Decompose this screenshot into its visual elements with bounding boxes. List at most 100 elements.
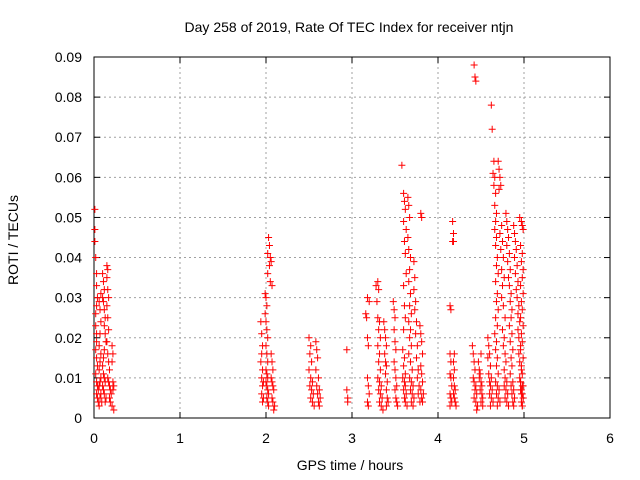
data-point [410, 286, 418, 294]
data-point [494, 370, 502, 378]
data-point [268, 282, 276, 290]
data-point [382, 362, 390, 370]
data-point [501, 314, 509, 322]
data-point [515, 302, 523, 310]
y-tick-labels: 0 0.01 0.02 0.03 0.04 0.05 0.06 0.07 0.08 0.09 [55, 49, 82, 426]
data-point [314, 354, 322, 362]
y-tick-label: 0.04 [55, 250, 82, 266]
data-point [449, 238, 457, 246]
data-point [406, 266, 414, 274]
data-point [264, 334, 272, 342]
data-point [518, 370, 526, 378]
data-point [105, 366, 113, 374]
data-point [393, 382, 401, 390]
data-point [105, 294, 113, 302]
data-point [107, 390, 115, 398]
x-tick-label: 1 [176, 430, 184, 446]
data-point [498, 266, 506, 274]
data-point [491, 201, 499, 209]
data-point [495, 165, 503, 173]
data-point [492, 189, 500, 197]
data-point [406, 358, 414, 366]
data-point [479, 394, 487, 402]
data-point [267, 350, 275, 358]
data-point [495, 185, 503, 193]
data-point [446, 302, 454, 310]
data-point [103, 302, 111, 310]
data-point [410, 394, 418, 402]
data-point [313, 382, 321, 390]
data-point [391, 366, 399, 374]
data-point [97, 290, 105, 298]
data-point [506, 298, 514, 306]
data-point [409, 402, 417, 410]
data-point [510, 386, 518, 394]
data-point [513, 294, 521, 302]
data-point [262, 342, 270, 350]
data-point [496, 229, 504, 237]
data-point [412, 298, 420, 306]
data-point [415, 382, 423, 390]
data-point [472, 77, 480, 85]
data-point [400, 362, 408, 370]
data-point [449, 217, 457, 225]
data-point [417, 362, 425, 370]
data-point [413, 342, 421, 350]
data-point [492, 278, 500, 286]
data-point [103, 274, 111, 282]
data-point [381, 326, 389, 334]
data-point [95, 366, 103, 374]
data-point [512, 286, 520, 294]
data-point [516, 213, 524, 221]
data-point [492, 262, 500, 270]
data-point [487, 374, 495, 382]
data-point [501, 350, 509, 358]
data-point [269, 366, 277, 374]
data-point [365, 298, 373, 306]
data-point [380, 318, 388, 326]
x-tick-label: 6 [606, 430, 614, 446]
data-point [406, 213, 414, 221]
data-point [502, 386, 510, 394]
data-point [372, 282, 380, 290]
data-point [486, 378, 494, 386]
data-point [469, 350, 477, 358]
data-point [258, 330, 266, 338]
data-point [518, 390, 526, 398]
data-point [417, 209, 425, 217]
data-point [503, 398, 511, 406]
data-point [265, 390, 273, 398]
data-point [263, 302, 271, 310]
data-point [484, 354, 492, 362]
data-point [391, 314, 399, 322]
data-point [268, 358, 276, 366]
data-point [516, 358, 524, 366]
data-point [365, 390, 373, 398]
data-point [269, 398, 277, 406]
data-point [471, 73, 479, 81]
y-tick-label: 0.07 [55, 129, 82, 145]
data-point [413, 374, 421, 382]
data-point [381, 350, 389, 358]
data-point [476, 386, 484, 394]
data-point [517, 330, 525, 338]
data-point [494, 157, 502, 165]
data-point [392, 394, 400, 402]
data-point [93, 338, 101, 346]
data-point [305, 366, 313, 374]
data-point [517, 298, 525, 306]
data-point [486, 382, 494, 390]
data-point [343, 346, 351, 354]
data-point [514, 278, 522, 286]
data-point [470, 394, 478, 402]
data-point [519, 394, 527, 402]
data-point [519, 266, 527, 274]
data-point [364, 342, 372, 350]
data-point [493, 354, 501, 362]
data-point [497, 246, 505, 254]
data-point [363, 398, 371, 406]
chart-title: Day 258 of 2019, Rate Of TEC Index for r… [185, 19, 514, 35]
data-point [450, 382, 458, 390]
data-point [269, 382, 277, 390]
data-point [498, 294, 506, 302]
